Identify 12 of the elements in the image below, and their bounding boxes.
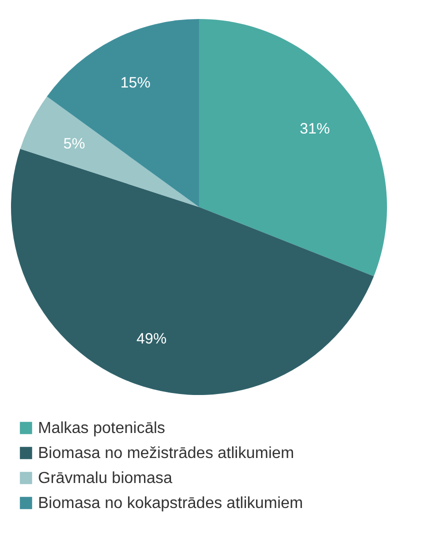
data-label: 31% <box>300 120 330 138</box>
data-label: 49% <box>136 330 167 348</box>
legend-label: Grāvmalu biomasa <box>38 470 172 487</box>
data-label: 5% <box>63 135 86 152</box>
legend-label: Malkas potenicāls <box>38 420 166 437</box>
pie-slice <box>11 148 374 395</box>
pie-slice <box>199 19 387 276</box>
data-label: 15% <box>120 74 150 92</box>
pie-slice <box>20 96 199 207</box>
legend-label: Biomasa no mežistrādes atlikumiem <box>38 445 294 462</box>
pie-slice <box>46 19 199 207</box>
legend-label: Biomasa no kokapstrādes atlikumiem <box>38 495 304 512</box>
